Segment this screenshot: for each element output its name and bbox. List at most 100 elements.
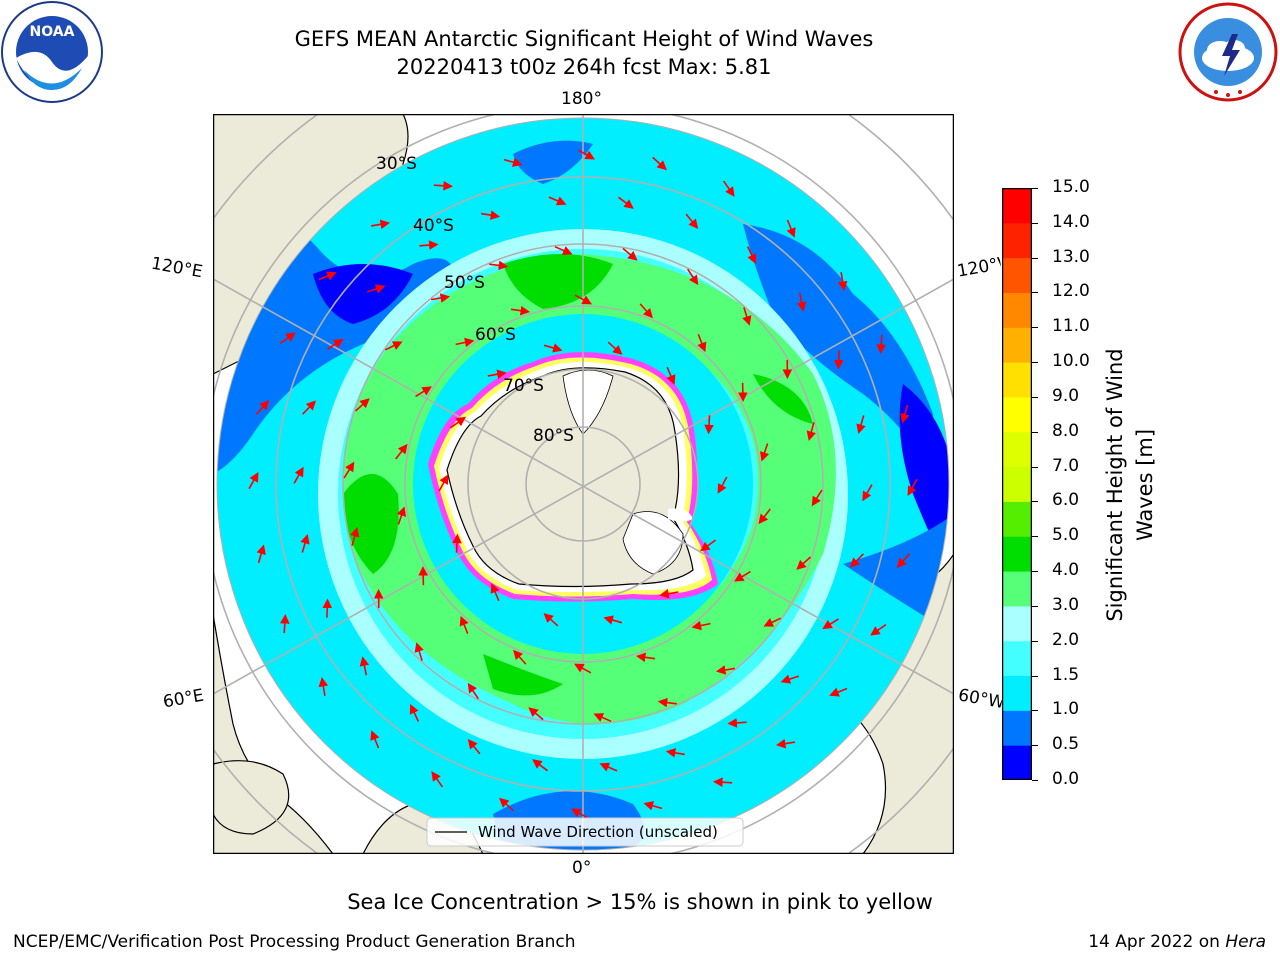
wave-direction-arrow [829,687,848,697]
wave-direction-arrow [622,247,638,261]
wave-direction-arrow [870,623,887,636]
wave-direction-arrow [603,615,623,625]
wave-direction-arrow [279,332,296,345]
wave-direction-arrow [775,738,796,749]
wave-direction-arrow [691,620,711,631]
colorbar-tick-label: 15.0 [1052,177,1090,197]
wave-direction-arrow [354,398,370,412]
wave-direction-arrow [415,386,432,398]
colorbar-tick-mark [1032,710,1038,712]
wave-direction-arrow [806,422,816,441]
wave-direction-arrow [717,476,728,494]
wave-direction-arrow [528,707,544,721]
antarctica [428,352,718,602]
wave-direction-arrow [907,478,918,496]
wave-direction-arrow [322,598,333,618]
colorbar-segment [1002,222,1032,259]
lat-label-30s: 30°S [376,154,417,174]
colorbar-tick-mark [1032,501,1038,503]
wave-direction-arrow [438,474,449,492]
wave-direction-arrow [685,213,699,229]
wave-direction-arrow [327,338,344,350]
wave-direction-arrow [370,730,380,749]
wave-direction-arrow [837,271,848,292]
wave-direction-arrow [742,307,752,326]
lon-label-120w: 120°W [955,254,1003,282]
colorbar-tick-label: 0.0 [1052,769,1080,789]
colorbar-label-line1: Significant Height of Wind [1103,348,1127,622]
wave-direction-arrow [430,293,451,303]
wave-direction-arrow [699,539,717,552]
wave-direction-arrow [543,343,563,353]
wave-direction-arrow [635,652,656,663]
colorbar-tick-label: 6.0 [1052,490,1080,511]
wave-direction-arrow [554,245,573,255]
colorbar-tick-label: 0.5 [1052,734,1080,755]
colorbar-tick-label: 9.0 [1052,385,1080,406]
colorbar-tick-label: 2.0 [1052,629,1080,650]
colorbar-tick-mark [1032,396,1038,398]
colorbar-tick-mark [1032,605,1038,607]
wave-direction-arrow [862,484,873,502]
wave-direction-arrow [577,149,595,160]
colorbar-tick-mark [1032,188,1038,189]
wave-direction-arrow [796,292,807,312]
wave-direction-arrow [697,334,707,353]
wave-direction-arrow [455,337,475,348]
lon-label-180: 180° [561,89,602,109]
lon-label-60e: 60°E [161,685,206,713]
colorbar-tick-mark [1032,327,1038,329]
lat-label-40s: 40°S [413,216,454,236]
noaa-logo-text: NOAA [30,24,75,40]
wave-direction-arrow [452,533,462,553]
wave-direction-arrow [652,156,667,171]
wave-direction-arrow [395,443,408,460]
colorbar [1002,188,1032,780]
colorbar-segment [1002,188,1032,224]
colorbar-segment [1002,536,1032,572]
wave-direction-arrow [384,341,403,351]
wave-direction-arrow [704,415,714,435]
colorbar-tick-label: 11.0 [1052,316,1090,337]
colorbar-tick-mark [1032,745,1038,747]
wave-direction-arrow [760,443,770,462]
wave-direction-arrow [574,294,593,305]
wave-direction-arrow [849,553,864,568]
wave-direction-arrow [666,366,676,385]
colorbar-tick-mark [1032,780,1038,781]
map-legend: Wind Wave Direction (unscaled) [426,817,744,847]
wave-direction-arrow [370,219,391,230]
colorbar-tick-mark [1032,362,1038,364]
lat-label-50s: 50°S [444,273,485,293]
wave-direction-arrow [657,697,677,708]
colorbar-segment [1002,640,1032,677]
noaa-logo: NOAA [1,1,103,103]
wave-direction-arrow [414,642,424,661]
colorbar-label-line2: Waves [m] [1133,428,1157,542]
colorbar-segment [1002,605,1032,642]
wave-direction-arrow [431,771,444,788]
colorbar-tick-mark [1032,640,1038,642]
wave-direction-arrow [833,350,844,370]
wave-direction-arrow [318,676,329,697]
wave-direction-arrow [876,334,886,354]
wave-direction-arrow [746,246,757,264]
colorbar-segment [1002,431,1032,468]
wave-direction-arrow [593,713,612,723]
chart-subtitle: 20220413 t00z 264h fcst Max: 5.81 [396,55,772,79]
colorbar-segment [1002,501,1032,537]
wave-direction-arrow [548,196,567,206]
lon-label-60w: 60°W [956,685,1004,713]
colorbar-tick-label: 1.5 [1052,664,1080,685]
lon-label-120e: 120°E [149,253,205,283]
wave-direction-arrow [727,718,747,728]
wave-direction-arrow [366,284,386,294]
wave-direction-arrow [607,341,623,355]
footer-date-text: 14 Apr 2022 on [1088,932,1226,952]
wave-direction-arrow [467,739,481,755]
colorbar-tick-mark [1032,257,1038,259]
wave-direction-arrow [419,240,439,250]
wave-direction-arrow [896,553,911,568]
nws-logo [1178,2,1278,102]
lat-label-60s: 60°S [475,325,516,345]
